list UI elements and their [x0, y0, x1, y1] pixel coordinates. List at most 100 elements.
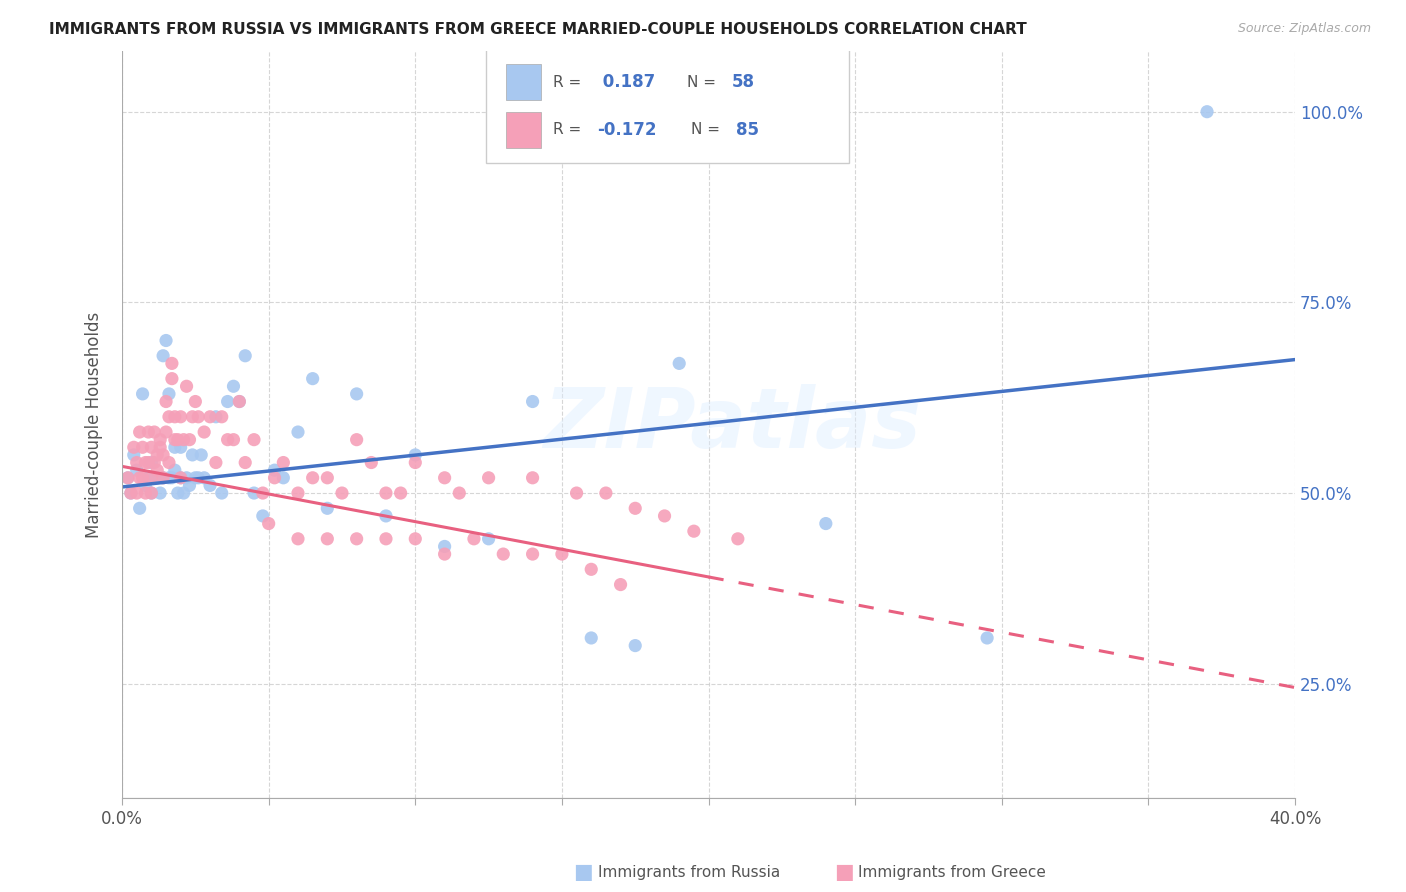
Point: [125, 456, 148, 470]
Point: [1195, 104, 1218, 119]
Point: [143, 471, 166, 485]
Point: [181, 448, 204, 462]
Point: [404, 448, 426, 462]
Point: [346, 433, 368, 447]
Point: [205, 409, 228, 424]
Point: [478, 532, 501, 546]
Point: [170, 409, 193, 424]
Point: [211, 409, 233, 424]
Point: [131, 387, 153, 401]
Text: R =: R =: [553, 75, 586, 89]
Point: [624, 639, 647, 653]
Point: [134, 456, 156, 470]
FancyBboxPatch shape: [506, 112, 541, 148]
Point: [463, 532, 485, 546]
Point: [263, 463, 285, 477]
Point: [233, 349, 256, 363]
Point: [375, 532, 398, 546]
Point: [433, 540, 456, 554]
Point: [152, 471, 174, 485]
Point: [173, 486, 195, 500]
Point: [198, 409, 221, 424]
Point: [375, 508, 398, 523]
Point: [141, 471, 163, 485]
Point: [181, 409, 204, 424]
Point: [163, 409, 186, 424]
Text: ■: ■: [574, 863, 593, 882]
Point: [233, 456, 256, 470]
Point: [228, 394, 250, 409]
Point: [138, 471, 160, 485]
Point: [157, 409, 180, 424]
Point: [141, 456, 163, 470]
Point: [522, 547, 544, 561]
Point: [149, 440, 172, 454]
Point: [287, 532, 309, 546]
Text: ■: ■: [834, 863, 853, 882]
Point: [609, 577, 631, 591]
Point: [184, 394, 207, 409]
Point: [141, 486, 163, 500]
Point: [273, 471, 295, 485]
Point: [187, 409, 209, 424]
Point: [404, 532, 426, 546]
Point: [120, 486, 142, 500]
Point: [683, 524, 706, 539]
Point: [217, 394, 239, 409]
Point: [211, 486, 233, 500]
Point: [727, 532, 749, 546]
Point: [551, 547, 574, 561]
Point: [152, 471, 174, 485]
Point: [170, 440, 193, 454]
Point: [624, 501, 647, 516]
FancyBboxPatch shape: [485, 47, 849, 163]
Point: [141, 486, 163, 500]
Point: [157, 471, 180, 485]
Point: [170, 471, 193, 485]
Point: [193, 425, 215, 439]
Point: [128, 425, 150, 439]
Point: [163, 440, 186, 454]
Point: [128, 471, 150, 485]
Point: [389, 486, 412, 500]
Point: [301, 371, 323, 385]
Y-axis label: Married-couple Households: Married-couple Households: [86, 311, 103, 538]
Point: [360, 456, 382, 470]
Point: [179, 478, 201, 492]
Point: [287, 486, 309, 500]
Point: [120, 486, 142, 500]
Point: [198, 478, 221, 492]
Point: [143, 425, 166, 439]
Point: [170, 471, 193, 485]
FancyBboxPatch shape: [506, 64, 541, 100]
Point: [301, 471, 323, 485]
Point: [138, 456, 160, 470]
Text: Immigrants from Russia: Immigrants from Russia: [598, 865, 780, 880]
Point: [179, 433, 201, 447]
Point: [184, 471, 207, 485]
Point: [160, 356, 183, 370]
Point: [134, 478, 156, 492]
Point: [163, 433, 186, 447]
Point: [143, 456, 166, 470]
Point: [166, 486, 188, 500]
Point: [122, 448, 145, 462]
Point: [228, 394, 250, 409]
Point: [346, 532, 368, 546]
Text: N =: N =: [688, 75, 721, 89]
Point: [152, 448, 174, 462]
Point: [155, 334, 177, 348]
Point: [131, 471, 153, 485]
Point: [117, 471, 139, 485]
Point: [565, 486, 588, 500]
Point: [273, 456, 295, 470]
Text: R =: R =: [553, 122, 586, 137]
Point: [404, 456, 426, 470]
Point: [141, 440, 163, 454]
Point: [433, 547, 456, 561]
Text: Immigrants from Greece: Immigrants from Greece: [858, 865, 1046, 880]
Point: [654, 508, 676, 523]
Point: [122, 440, 145, 454]
Point: [176, 379, 198, 393]
Point: [375, 486, 398, 500]
